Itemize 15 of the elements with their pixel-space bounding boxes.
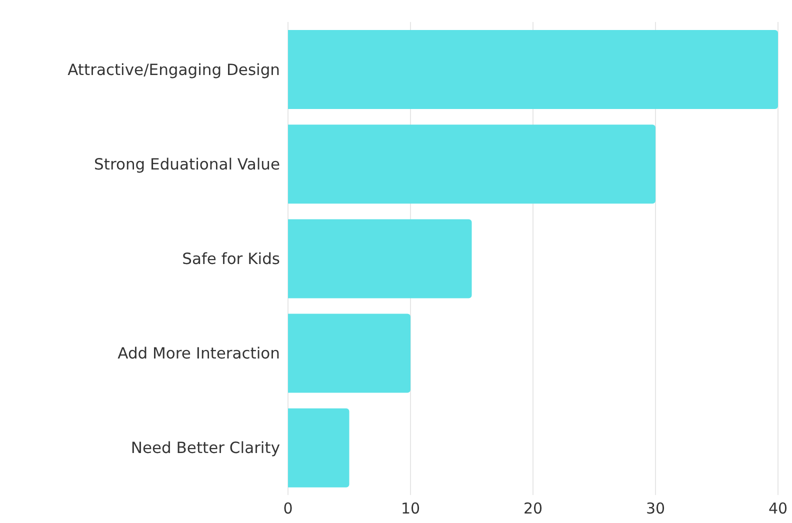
x-tick-label: 0 bbox=[283, 500, 293, 518]
bar bbox=[288, 124, 656, 204]
bar bbox=[288, 408, 350, 488]
y-tick-label: Need Better Clarity bbox=[130, 439, 280, 458]
bar bbox=[288, 219, 472, 298]
y-tick-label: Attractive/Engaging Design bbox=[68, 60, 280, 79]
x-tick-label: 30 bbox=[646, 500, 666, 518]
y-tick-label: Safe for Kids bbox=[182, 250, 280, 268]
x-tick-label: 20 bbox=[523, 500, 543, 518]
y-tick-label: Add More Interaction bbox=[118, 344, 280, 363]
x-tick-label: 10 bbox=[400, 500, 420, 518]
bar bbox=[288, 314, 410, 393]
bar bbox=[288, 30, 778, 109]
x-tick-label: 40 bbox=[768, 500, 788, 518]
y-tick-label: Strong Eduational Value bbox=[94, 155, 280, 174]
